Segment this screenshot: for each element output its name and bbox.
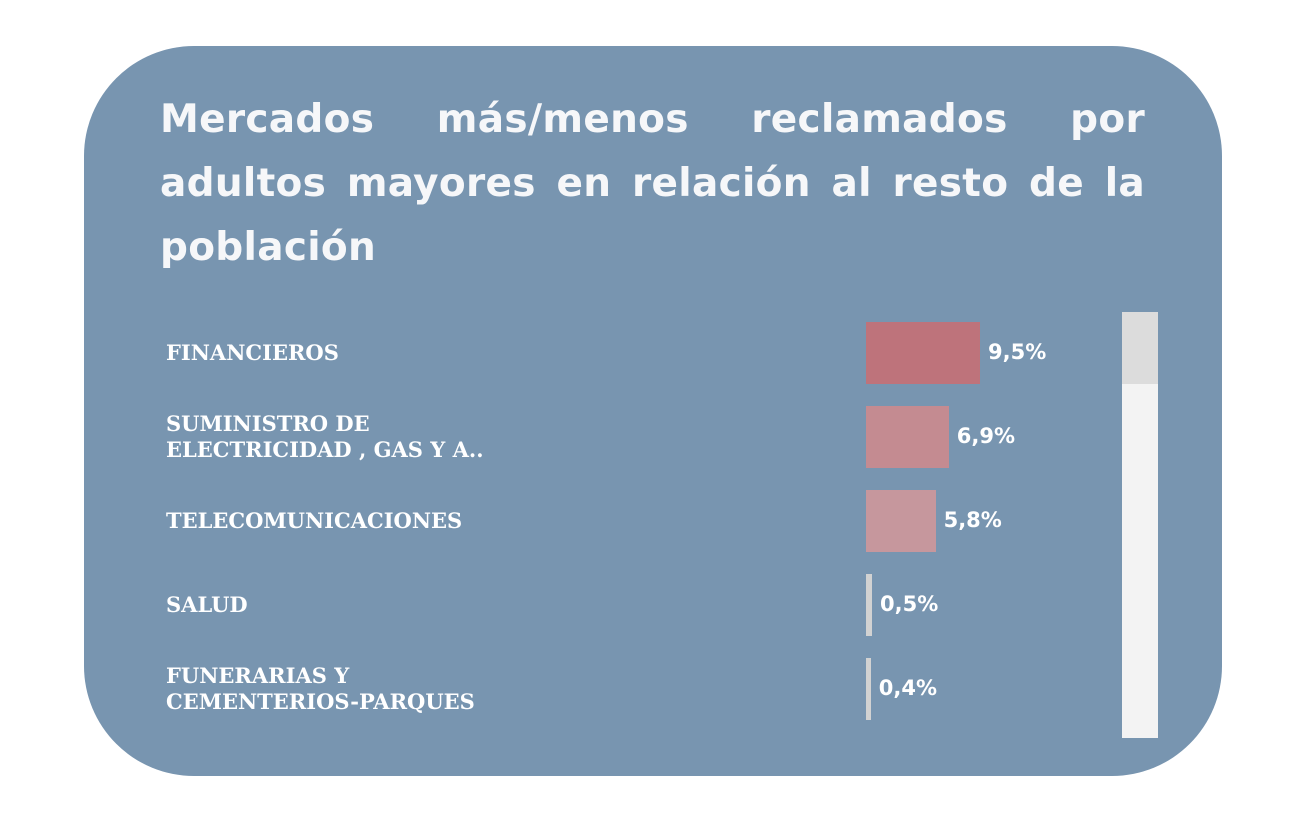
scrollbar-track[interactable] [1122, 312, 1158, 738]
category-label-line: SALUD [166, 592, 248, 617]
category-label: SALUD [166, 592, 666, 618]
bar [866, 322, 980, 384]
bar [866, 574, 872, 636]
scrollbar-thumb[interactable] [1122, 312, 1158, 384]
category-label-line: CEMENTERIOS-PARQUES [166, 689, 475, 714]
category-label-line: ELECTRICIDAD , GAS Y A.. [166, 437, 484, 462]
category-label-line: FINANCIEROS [166, 340, 339, 365]
bar [866, 658, 871, 720]
category-label: TELECOMUNICACIONES [166, 508, 666, 534]
bar-value-label: 0,5% [880, 592, 939, 616]
bar-value-label: 9,5% [988, 340, 1047, 364]
category-label: SUMINISTRO DE ELECTRICIDAD , GAS Y A.. [166, 411, 666, 463]
bar [866, 490, 936, 552]
chart-card [84, 46, 1222, 776]
category-label-line: FUNERARIAS Y [166, 663, 350, 688]
category-label: FINANCIEROS [166, 340, 666, 366]
bar [866, 406, 949, 468]
category-label: FUNERARIAS Y CEMENTERIOS-PARQUES [166, 663, 666, 715]
category-label-line: TELECOMUNICACIONES [166, 508, 463, 533]
chart-title: Mercados más/menos reclamados por adulto… [160, 97, 1145, 270]
bar-value-label: 6,9% [956, 424, 1016, 448]
bar-value-label: 0,4% [878, 676, 938, 700]
category-label-line: SUMINISTRO DE [166, 411, 370, 436]
bar-value-label: 5,8% [943, 508, 1002, 532]
